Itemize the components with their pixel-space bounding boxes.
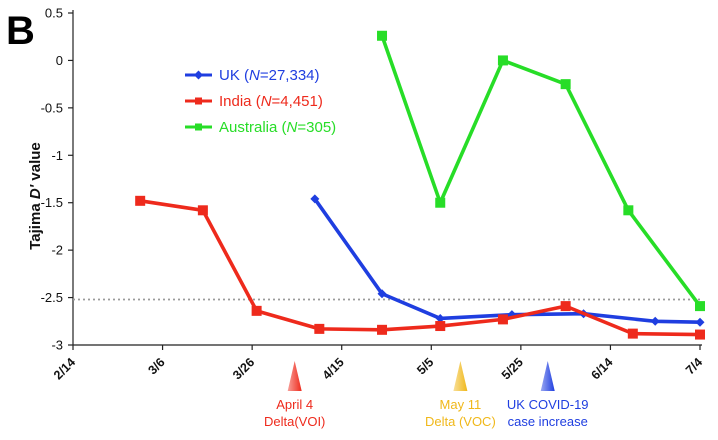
y-tick-label: -2 — [51, 243, 63, 258]
data-point — [435, 313, 445, 323]
axes: 0.5 0 -0.5 -1 -1.5 -2 -2.5 -3 2/14 3/6 3/26 4/15 5/5… — [41, 6, 706, 383]
legend-label: India (N=4,451) — [219, 93, 323, 110]
annotation-3: UK COVID-19 case increase — [507, 361, 589, 429]
data-point — [377, 289, 387, 299]
data-point — [135, 195, 146, 206]
legend-series-name: India — [219, 93, 252, 110]
x-tick-label: 5/25 — [499, 355, 526, 382]
legend-label: UK (N=27,334) — [219, 67, 320, 84]
legend-item-india: India (N=4,451) — [185, 93, 323, 110]
data-point — [560, 79, 571, 90]
legend-n-count: =27,334) — [260, 67, 320, 84]
data-point — [623, 205, 634, 216]
series-line — [380, 33, 702, 308]
data-point — [310, 194, 320, 204]
data-point — [497, 55, 508, 66]
legend-n-symbol: N — [249, 67, 260, 84]
y-tick-label: -1.5 — [41, 195, 63, 210]
series-uk — [310, 194, 705, 327]
data-point — [695, 301, 705, 312]
data-point — [695, 317, 705, 327]
data-point — [650, 316, 660, 326]
data-point — [627, 328, 638, 339]
x-tick-label: 5/5 — [414, 355, 436, 377]
x-tick-label: 3/26 — [230, 355, 257, 382]
data-point — [377, 30, 388, 41]
data-point — [435, 197, 446, 208]
annotation-line-1: UK COVID-19 — [507, 397, 589, 412]
x-tick-label: 6/14 — [588, 355, 615, 382]
data-point — [497, 314, 508, 325]
legend-marker — [195, 97, 202, 105]
annotation-1: April 4 Delta(VOI) — [264, 361, 325, 429]
legend-series-name: UK — [219, 67, 240, 84]
legend-n-prefix: ( — [252, 93, 261, 110]
y-tick-label: -3 — [51, 338, 63, 353]
annotation-2: May 11 Delta (VOC) — [425, 361, 496, 429]
legend-label: Australia (N=305) — [219, 119, 336, 136]
x-tick-label: 2/14 — [51, 355, 78, 382]
data-point — [435, 321, 446, 332]
annotation-arrow-icon — [287, 361, 302, 391]
legend-series-name: Australia — [219, 119, 278, 136]
data-point — [251, 305, 262, 316]
legend-n-count: =305) — [297, 119, 336, 136]
panel-label: B — [6, 9, 35, 53]
series-india — [135, 195, 705, 340]
legend: UK (N=27,334)India (N=4,451)Australia (N… — [185, 67, 336, 136]
x-tick-label: 3/6 — [145, 355, 167, 377]
annotation-line-1: April 4 — [276, 397, 313, 412]
legend-n-prefix: ( — [277, 119, 286, 136]
annotation-line-2: Delta(VOI) — [264, 414, 325, 429]
y-tick-label: -0.5 — [41, 100, 63, 115]
annotations: April 4 Delta(VOI) May 11 Delta (VOC) UK COV… — [264, 361, 589, 429]
y-tick-label: 0.5 — [45, 6, 63, 21]
series-group — [135, 30, 705, 340]
series-line — [313, 197, 702, 325]
series-australia — [377, 30, 705, 312]
legend-n-prefix: ( — [240, 67, 249, 84]
annotation-line-1: May 11 — [440, 397, 482, 412]
data-point — [560, 301, 571, 312]
annotation-line-2: Delta (VOC) — [425, 414, 496, 429]
legend-marker — [195, 123, 202, 131]
legend-n-count: =4,451) — [272, 93, 323, 110]
series-line — [138, 199, 702, 337]
legend-item-uk: UK (N=27,334) — [185, 67, 320, 84]
x-tick-label: 4/15 — [320, 355, 347, 382]
data-point — [197, 205, 208, 216]
annotation-arrow-icon — [453, 361, 468, 391]
annotation-arrow-icon — [540, 361, 555, 391]
legend-n-symbol: N — [287, 119, 298, 136]
x-tick-label: 7/4 — [683, 355, 705, 377]
annotation-line-2: case increase — [508, 414, 588, 429]
y-tick-label: -2.5 — [41, 290, 63, 305]
y-tick-label: 0 — [56, 53, 63, 68]
data-point — [377, 324, 388, 335]
legend-n-symbol: N — [261, 93, 272, 110]
y-tick-label: -1 — [51, 148, 63, 163]
data-point — [695, 329, 705, 340]
legend-marker — [194, 70, 203, 80]
data-point — [314, 323, 325, 334]
legend-item-australia: Australia (N=305) — [185, 119, 336, 136]
y-axis-label: Tajima D' value — [27, 142, 44, 250]
